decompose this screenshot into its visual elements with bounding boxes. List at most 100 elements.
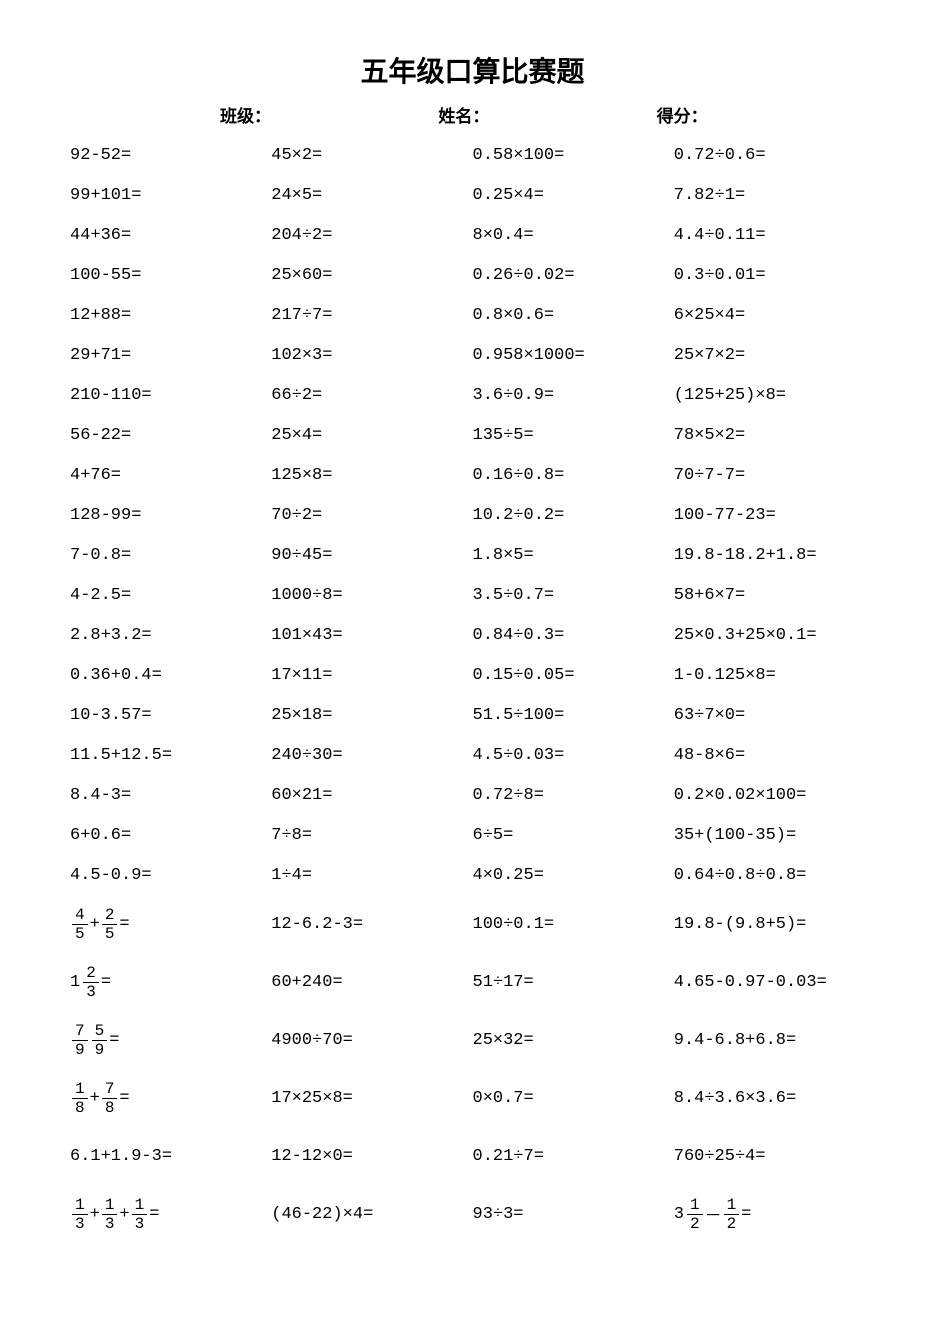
worksheet-column: 0.58×100=0.25×4=8×0.4=0.26÷0.02=0.8×0.6=… (473, 135, 674, 1243)
fraction: 25 (102, 907, 118, 942)
problem-cell: 11.5+12.5= (70, 735, 271, 775)
problem-cell: 123= (70, 953, 271, 1011)
problem-cell: 0×0.7= (473, 1069, 674, 1127)
problem-cell: 4-2.5= (70, 575, 271, 615)
name-label: 姓名： (438, 102, 656, 127)
problem-cell: 10-3.57= (70, 695, 271, 735)
problem-cell: 0.84÷0.3= (473, 615, 674, 655)
problem-cell: 0.3÷0.01= (674, 255, 875, 295)
problem-cell: 125×8= (271, 455, 472, 495)
worksheet-column: 0.72÷0.6=7.82÷1=4.4÷0.11=0.3÷0.01=6×25×4… (674, 135, 875, 1243)
problem-cell: 4+76= (70, 455, 271, 495)
operator: + (90, 1089, 100, 1108)
problem-cell: 760÷25÷4= (674, 1127, 875, 1185)
fraction: 18 (72, 1081, 88, 1116)
problem-cell: 19.8-18.2+1.8= (674, 535, 875, 575)
problem-cell: 8.4÷3.6×3.6= (674, 1069, 875, 1127)
problem-cell: 0.72÷0.6= (674, 135, 875, 175)
problem-cell: (46-22)×4= (271, 1185, 472, 1243)
problem-cell: 3.6÷0.9= (473, 375, 674, 415)
problem-cell: 7-0.8= (70, 535, 271, 575)
problem-cell: 51.5÷100= (473, 695, 674, 735)
problem-cell: 100÷0.1= (473, 895, 674, 953)
fraction: 45 (72, 907, 88, 942)
header-row: 班级： 姓名： 得分： (70, 102, 875, 127)
fraction: 13 (132, 1197, 148, 1232)
fraction: 13 (72, 1197, 88, 1232)
problem-cell: 240÷30= (271, 735, 472, 775)
problem-cell: 70÷2= (271, 495, 472, 535)
fraction: 59 (92, 1023, 108, 1058)
operator: + (90, 915, 100, 934)
problem-cell: 66÷2= (271, 375, 472, 415)
problem-cell: 210-110= (70, 375, 271, 415)
fraction: 23 (83, 965, 99, 1000)
fraction: 78 (102, 1081, 118, 1116)
problem-cell: 25×60= (271, 255, 472, 295)
problem-cell: 79 59= (70, 1011, 271, 1069)
problem-cell: 0.2×0.02×100= (674, 775, 875, 815)
problem-cell: 24×5= (271, 175, 472, 215)
problem-cell: 0.25×4= (473, 175, 674, 215)
problem-cell: 70÷7-7= (674, 455, 875, 495)
problem-cell: 12-12×0= (271, 1127, 472, 1185)
problem-cell: 312 － 12= (674, 1185, 875, 1243)
problem-cell: 2.8+3.2= (70, 615, 271, 655)
problem-cell: 25×0.3+25×0.1= (674, 615, 875, 655)
problem-cell: 25×7×2= (674, 335, 875, 375)
fraction: 79 (72, 1023, 88, 1058)
operator: + (90, 1205, 100, 1224)
problem-cell: 12+88= (70, 295, 271, 335)
problem-cell: 1-0.125×8= (674, 655, 875, 695)
problem-cell: 4×0.25= (473, 855, 674, 895)
problem-cell: 12-6.2-3= (271, 895, 472, 953)
worksheet-column: 92-52=99+101=44+36=100-55=12+88=29+71=21… (70, 135, 271, 1243)
problem-cell: 4.4÷0.11= (674, 215, 875, 255)
problem-cell: 6÷5= (473, 815, 674, 855)
problem-cell: 25×18= (271, 695, 472, 735)
problem-cell: 6+0.6= (70, 815, 271, 855)
problem-cell: 0.58×100= (473, 135, 674, 175)
problem-cell: 35+(100-35)= (674, 815, 875, 855)
class-label: 班级： (220, 102, 438, 127)
problem-cell: 44+36= (70, 215, 271, 255)
problem-cell: 1000÷8= (271, 575, 472, 615)
problem-cell: (125+25)×8= (674, 375, 875, 415)
fraction: 13 (102, 1197, 118, 1232)
problem-cell: 0.16÷0.8= (473, 455, 674, 495)
problem-cell: 17×25×8= (271, 1069, 472, 1127)
problem-cell: 4.65-0.97-0.03= (674, 953, 875, 1011)
problem-cell: 78×5×2= (674, 415, 875, 455)
operator: + (119, 1205, 129, 1224)
problem-cell: 0.21÷7= (473, 1127, 674, 1185)
problem-cell: 25×32= (473, 1011, 674, 1069)
problem-cell: 56-22= (70, 415, 271, 455)
problem-cell: 93÷3= (473, 1185, 674, 1243)
problem-cell: 8×0.4= (473, 215, 674, 255)
problem-cell: 4900÷70= (271, 1011, 472, 1069)
score-label: 得分： (657, 102, 875, 127)
problem-cell: 128-99= (70, 495, 271, 535)
problem-cell: 204÷2= (271, 215, 472, 255)
problem-cell: 45×2= (271, 135, 472, 175)
problem-cell: 19.8-(9.8+5)= (674, 895, 875, 953)
problem-cell: 6.1+1.9-3= (70, 1127, 271, 1185)
problem-cell: 3.5÷0.7= (473, 575, 674, 615)
problem-cell: 92-52= (70, 135, 271, 175)
problem-cell: 0.8×0.6= (473, 295, 674, 335)
page-title: 五年级口算比赛题 (70, 50, 875, 90)
problem-cell: 0.64÷0.8÷0.8= (674, 855, 875, 895)
problem-cell: 100-55= (70, 255, 271, 295)
problem-cell: 60×21= (271, 775, 472, 815)
problem-cell: 0.72÷8= (473, 775, 674, 815)
problem-cell: 101×43= (271, 615, 472, 655)
problem-cell: 90÷45= (271, 535, 472, 575)
problem-cell: 102×3= (271, 335, 472, 375)
problem-cell: 13+13+13= (70, 1185, 271, 1243)
problem-cell: 0.958×1000= (473, 335, 674, 375)
problem-cell: 217÷7= (271, 295, 472, 335)
problem-cell: 60+240= (271, 953, 472, 1011)
fraction: 12 (724, 1197, 740, 1232)
problem-cell: 99+101= (70, 175, 271, 215)
problem-cell: 45+25= (70, 895, 271, 953)
